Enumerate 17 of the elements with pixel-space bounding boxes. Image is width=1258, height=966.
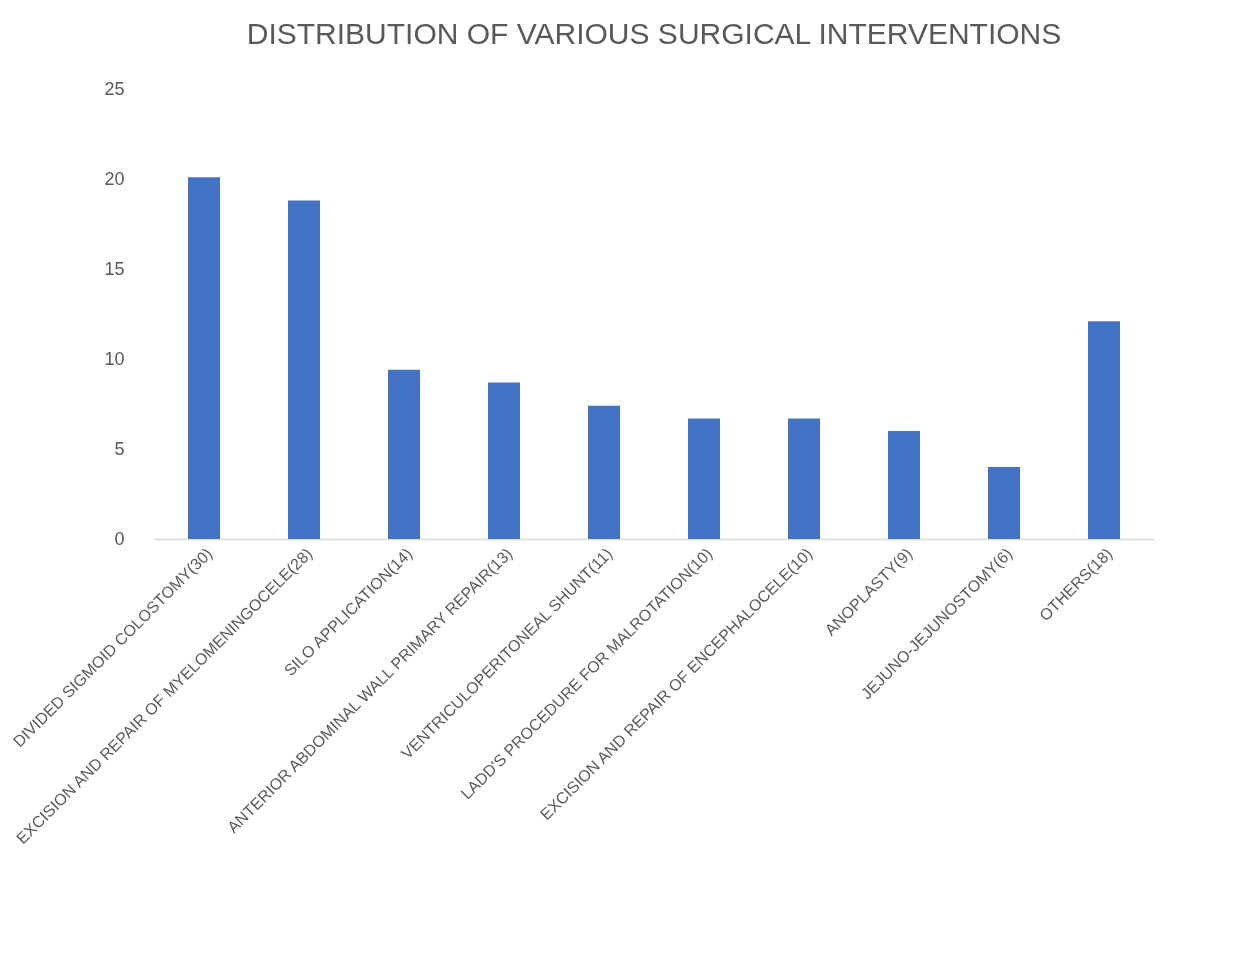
bar (288, 200, 320, 539)
bar (988, 467, 1020, 539)
bar (788, 418, 820, 539)
y-tick-label: 25 (104, 78, 125, 99)
bar (388, 369, 420, 539)
bar (1088, 321, 1120, 539)
y-tick-label: 0 (114, 528, 125, 549)
bar (488, 382, 520, 539)
y-tick-label: 10 (104, 348, 125, 369)
bar (688, 418, 720, 539)
y-tick-label: 5 (114, 438, 125, 459)
y-tick-label: 20 (104, 168, 125, 189)
bar (888, 431, 920, 539)
y-tick-label: 15 (104, 258, 125, 279)
bar (588, 405, 620, 539)
bar (188, 177, 220, 539)
chart-title: DISTRIBUTION OF VARIOUS SURGICAL INTERVENTIONS (246, 17, 1062, 50)
